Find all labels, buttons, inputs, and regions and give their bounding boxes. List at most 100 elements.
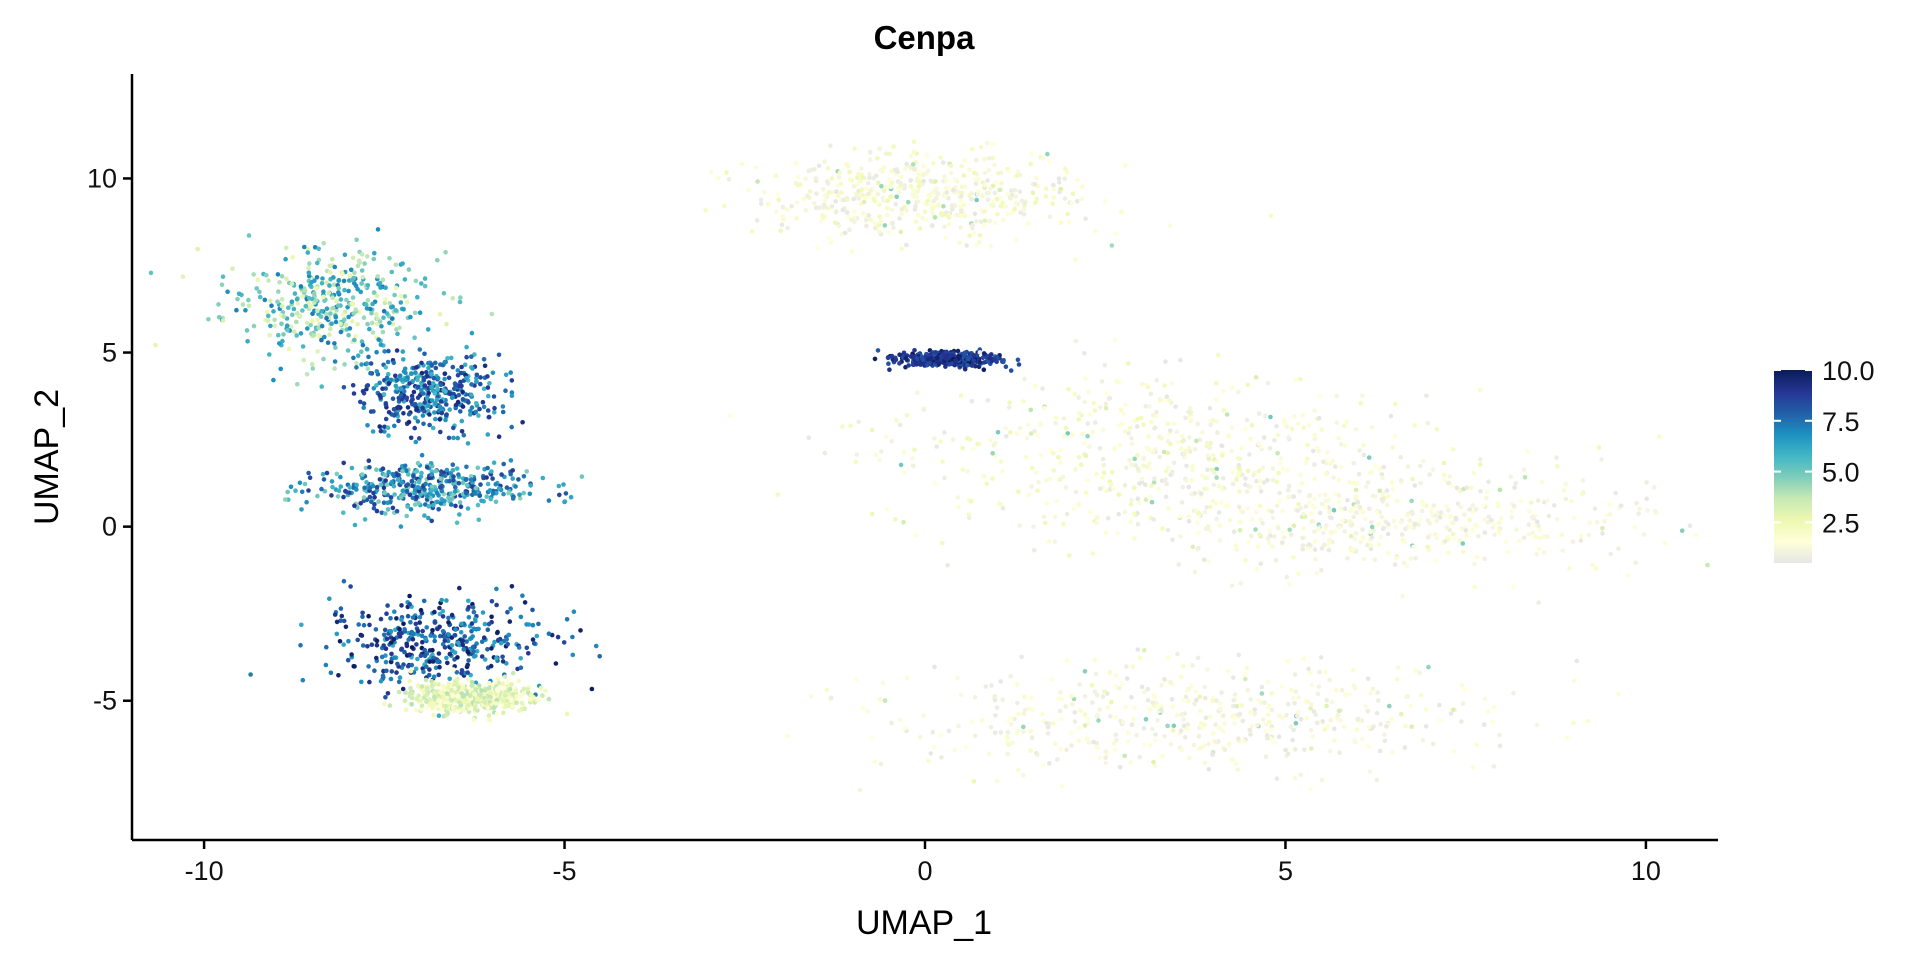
data-point: [367, 465, 372, 470]
data-point: [294, 296, 300, 302]
data-point: [386, 381, 392, 386]
data-point: [1348, 523, 1354, 528]
data-point: [319, 323, 325, 329]
data-point: [416, 479, 422, 484]
data-point: [902, 205, 907, 210]
data-point: [1384, 502, 1390, 508]
data-point: [392, 423, 397, 429]
data-point: [506, 632, 512, 638]
data-point: [985, 197, 991, 203]
data-point: [492, 410, 497, 415]
data-point: [1478, 488, 1483, 494]
data-point: [848, 423, 853, 429]
data-point: [1227, 517, 1233, 523]
data-point: [1188, 418, 1193, 424]
data-point: [458, 370, 464, 376]
data-point: [432, 609, 437, 615]
data-point: [917, 169, 922, 175]
data-point: [1113, 732, 1119, 738]
data-point: [356, 622, 362, 627]
data-point: [1074, 198, 1080, 204]
data-point: [1187, 755, 1192, 761]
data-point: [284, 245, 289, 251]
data-point: [473, 687, 479, 692]
data-point: [1270, 466, 1276, 471]
data-point: [399, 603, 404, 608]
data-point: [1105, 515, 1111, 521]
data-point: [1571, 720, 1576, 726]
data-point: [407, 593, 412, 599]
data-point: [324, 470, 330, 476]
data-point: [1325, 723, 1330, 729]
data-point: [1148, 742, 1153, 748]
data-point: [501, 710, 506, 715]
data-point: [482, 621, 488, 627]
data-point: [433, 468, 439, 474]
data-point: [1452, 536, 1457, 541]
data-point: [956, 504, 961, 510]
data-point: [500, 404, 506, 409]
data-point: [902, 183, 907, 188]
data-point: [338, 321, 343, 327]
data-point: [1208, 504, 1213, 510]
data-point: [1048, 447, 1054, 453]
data-point: [1394, 677, 1400, 682]
data-point: [749, 229, 755, 234]
data-point: [1113, 684, 1119, 690]
data-point: [359, 281, 364, 286]
data-point: [1217, 523, 1223, 528]
data-point: [1124, 664, 1129, 669]
data-point: [867, 175, 872, 180]
data-point: [1345, 497, 1350, 503]
data-point: [350, 255, 356, 261]
data-point: [1268, 736, 1274, 741]
data-point: [722, 203, 727, 209]
data-point: [390, 505, 396, 511]
data-point: [1143, 717, 1149, 722]
data-point: [873, 452, 879, 458]
data-point: [1309, 702, 1314, 707]
data-point: [1324, 458, 1329, 463]
data-point: [1146, 434, 1151, 439]
data-point: [1180, 485, 1186, 490]
data-point: [822, 450, 828, 456]
data-point: [383, 659, 389, 665]
data-point: [413, 370, 418, 375]
data-point: [457, 585, 462, 591]
data-point: [427, 697, 433, 702]
data-point: [1181, 452, 1187, 457]
data-point: [953, 358, 958, 364]
data-point: [1062, 176, 1067, 182]
data-point: [1100, 456, 1106, 462]
data-point: [917, 226, 923, 231]
data-point: [1241, 738, 1246, 744]
data-point: [958, 393, 964, 398]
data-point: [1042, 406, 1047, 411]
data-point: [1157, 454, 1162, 460]
data-point: [1044, 478, 1049, 483]
data-point: [369, 320, 375, 326]
data-point: [387, 703, 393, 708]
data-point: [1413, 668, 1418, 673]
data-point: [456, 472, 461, 477]
data-point: [1242, 671, 1248, 677]
data-point: [1608, 502, 1613, 507]
data-point: [1005, 734, 1010, 740]
data-point: [413, 621, 419, 627]
data-point: [1561, 488, 1567, 493]
data-point: [324, 315, 329, 321]
data-point: [516, 477, 521, 482]
data-point: [901, 520, 906, 525]
data-point: [1058, 716, 1064, 722]
data-point: [494, 586, 499, 592]
data-point: [446, 681, 452, 687]
data-point: [1144, 445, 1150, 451]
data-point: [1369, 470, 1375, 475]
data-point: [300, 677, 306, 683]
data-point: [889, 720, 894, 726]
data-point: [283, 497, 288, 502]
data-point: [1317, 669, 1322, 675]
data-point: [1462, 687, 1468, 692]
data-point: [1121, 411, 1126, 416]
data-point: [815, 245, 820, 250]
